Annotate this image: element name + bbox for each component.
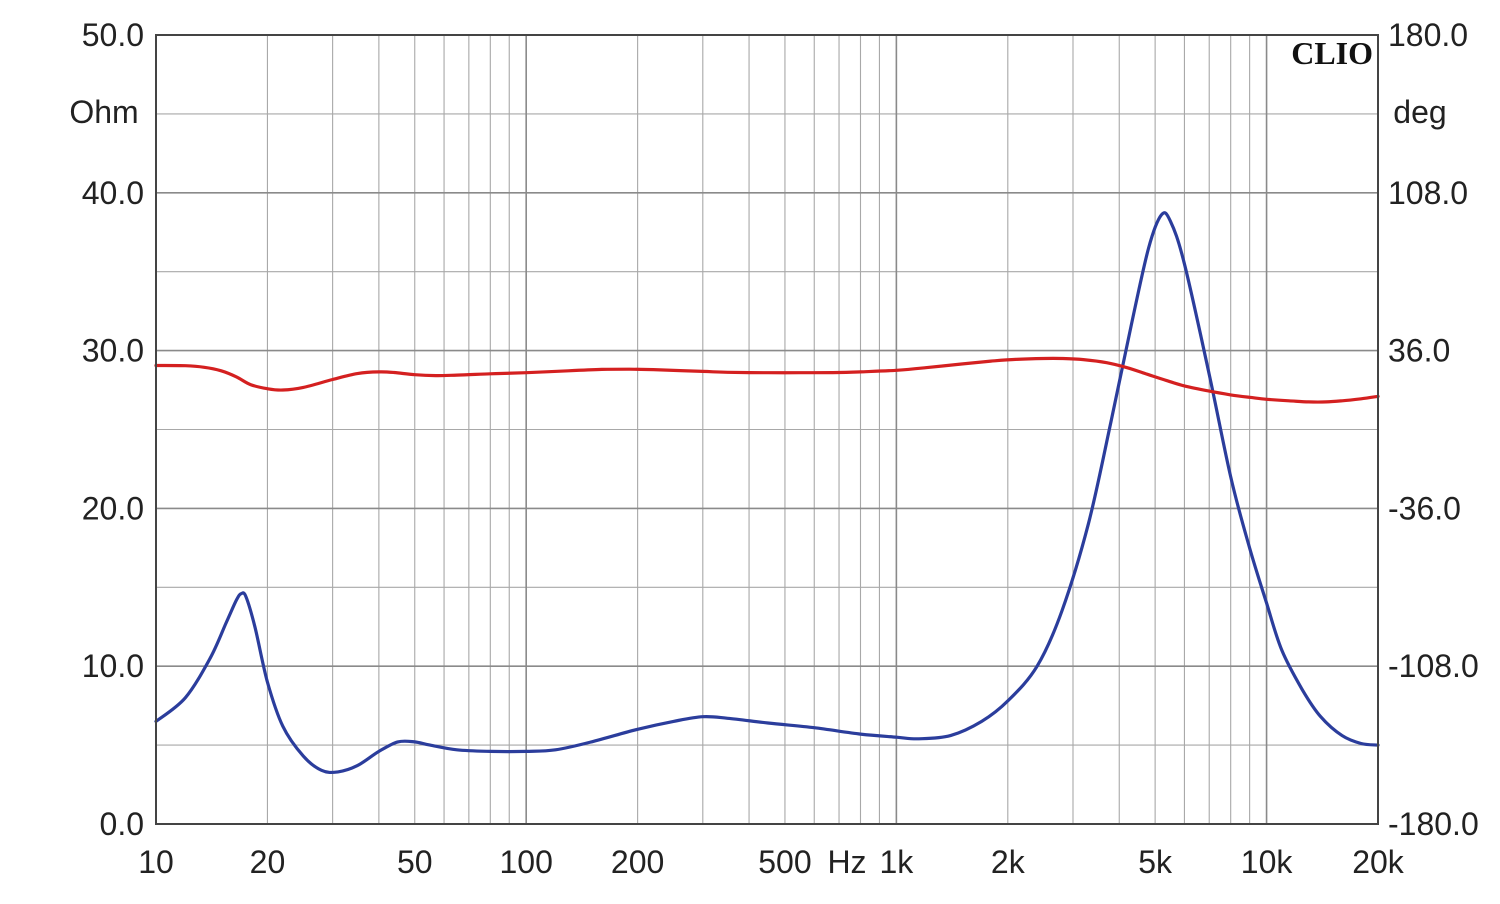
x-tick-label: 50 xyxy=(397,844,433,880)
y-right-tick-label: -36.0 xyxy=(1388,490,1461,526)
grid-minor-lines xyxy=(156,35,1379,824)
y-left-tick-label: 50.0 xyxy=(82,17,144,53)
x-tick-label: 5k xyxy=(1138,844,1173,880)
y-right-tick-label: 36.0 xyxy=(1388,333,1450,369)
plot-frame xyxy=(155,34,1379,825)
x-tick-label: 1k xyxy=(879,844,914,880)
y-right-tick-label: -108.0 xyxy=(1388,648,1479,684)
y-right-tick-label: 108.0 xyxy=(1388,175,1468,211)
x-axis-tick-labels: 10 20 50 100 200 500 1k 2k 5k 10k 20k xyxy=(138,844,1405,880)
x-tick-label: 200 xyxy=(611,844,664,880)
x-tick-label: 20 xyxy=(250,844,286,880)
x-axis-unit-label: Hz xyxy=(827,844,866,880)
y-right-tick-label: -180.0 xyxy=(1388,806,1479,842)
y-left-tick-label: 40.0 xyxy=(82,175,144,211)
x-tick-label: 10k xyxy=(1241,844,1294,880)
phase-series-line xyxy=(154,356,1380,404)
x-tick-label: 500 xyxy=(758,844,811,880)
y-left-unit-label: Ohm xyxy=(69,94,138,130)
y-right-unit-label: deg xyxy=(1393,94,1446,130)
y-left-tick-label: 30.0 xyxy=(82,333,144,369)
clio-brand-label: CLIO xyxy=(1291,35,1373,71)
x-tick-label: 100 xyxy=(499,844,552,880)
y-right-tick-label: 180.0 xyxy=(1388,17,1468,53)
x-tick-label: 20k xyxy=(1352,844,1405,880)
y-left-tick-label: 10.0 xyxy=(82,648,144,684)
y-left-tick-labels: 0.0 10.0 20.0 30.0 40.0 50.0 xyxy=(82,17,144,842)
series-layer xyxy=(154,211,1380,775)
y-right-tick-labels: -180.0 -108.0 -36.0 36.0 108.0 180.0 xyxy=(1388,17,1479,842)
impedance-series-line xyxy=(154,211,1380,775)
y-left-tick-label: 0.0 xyxy=(100,806,144,842)
y-left-tick-label: 20.0 xyxy=(82,490,144,526)
x-tick-label: 2k xyxy=(991,844,1026,880)
x-tick-label: 10 xyxy=(138,844,174,880)
